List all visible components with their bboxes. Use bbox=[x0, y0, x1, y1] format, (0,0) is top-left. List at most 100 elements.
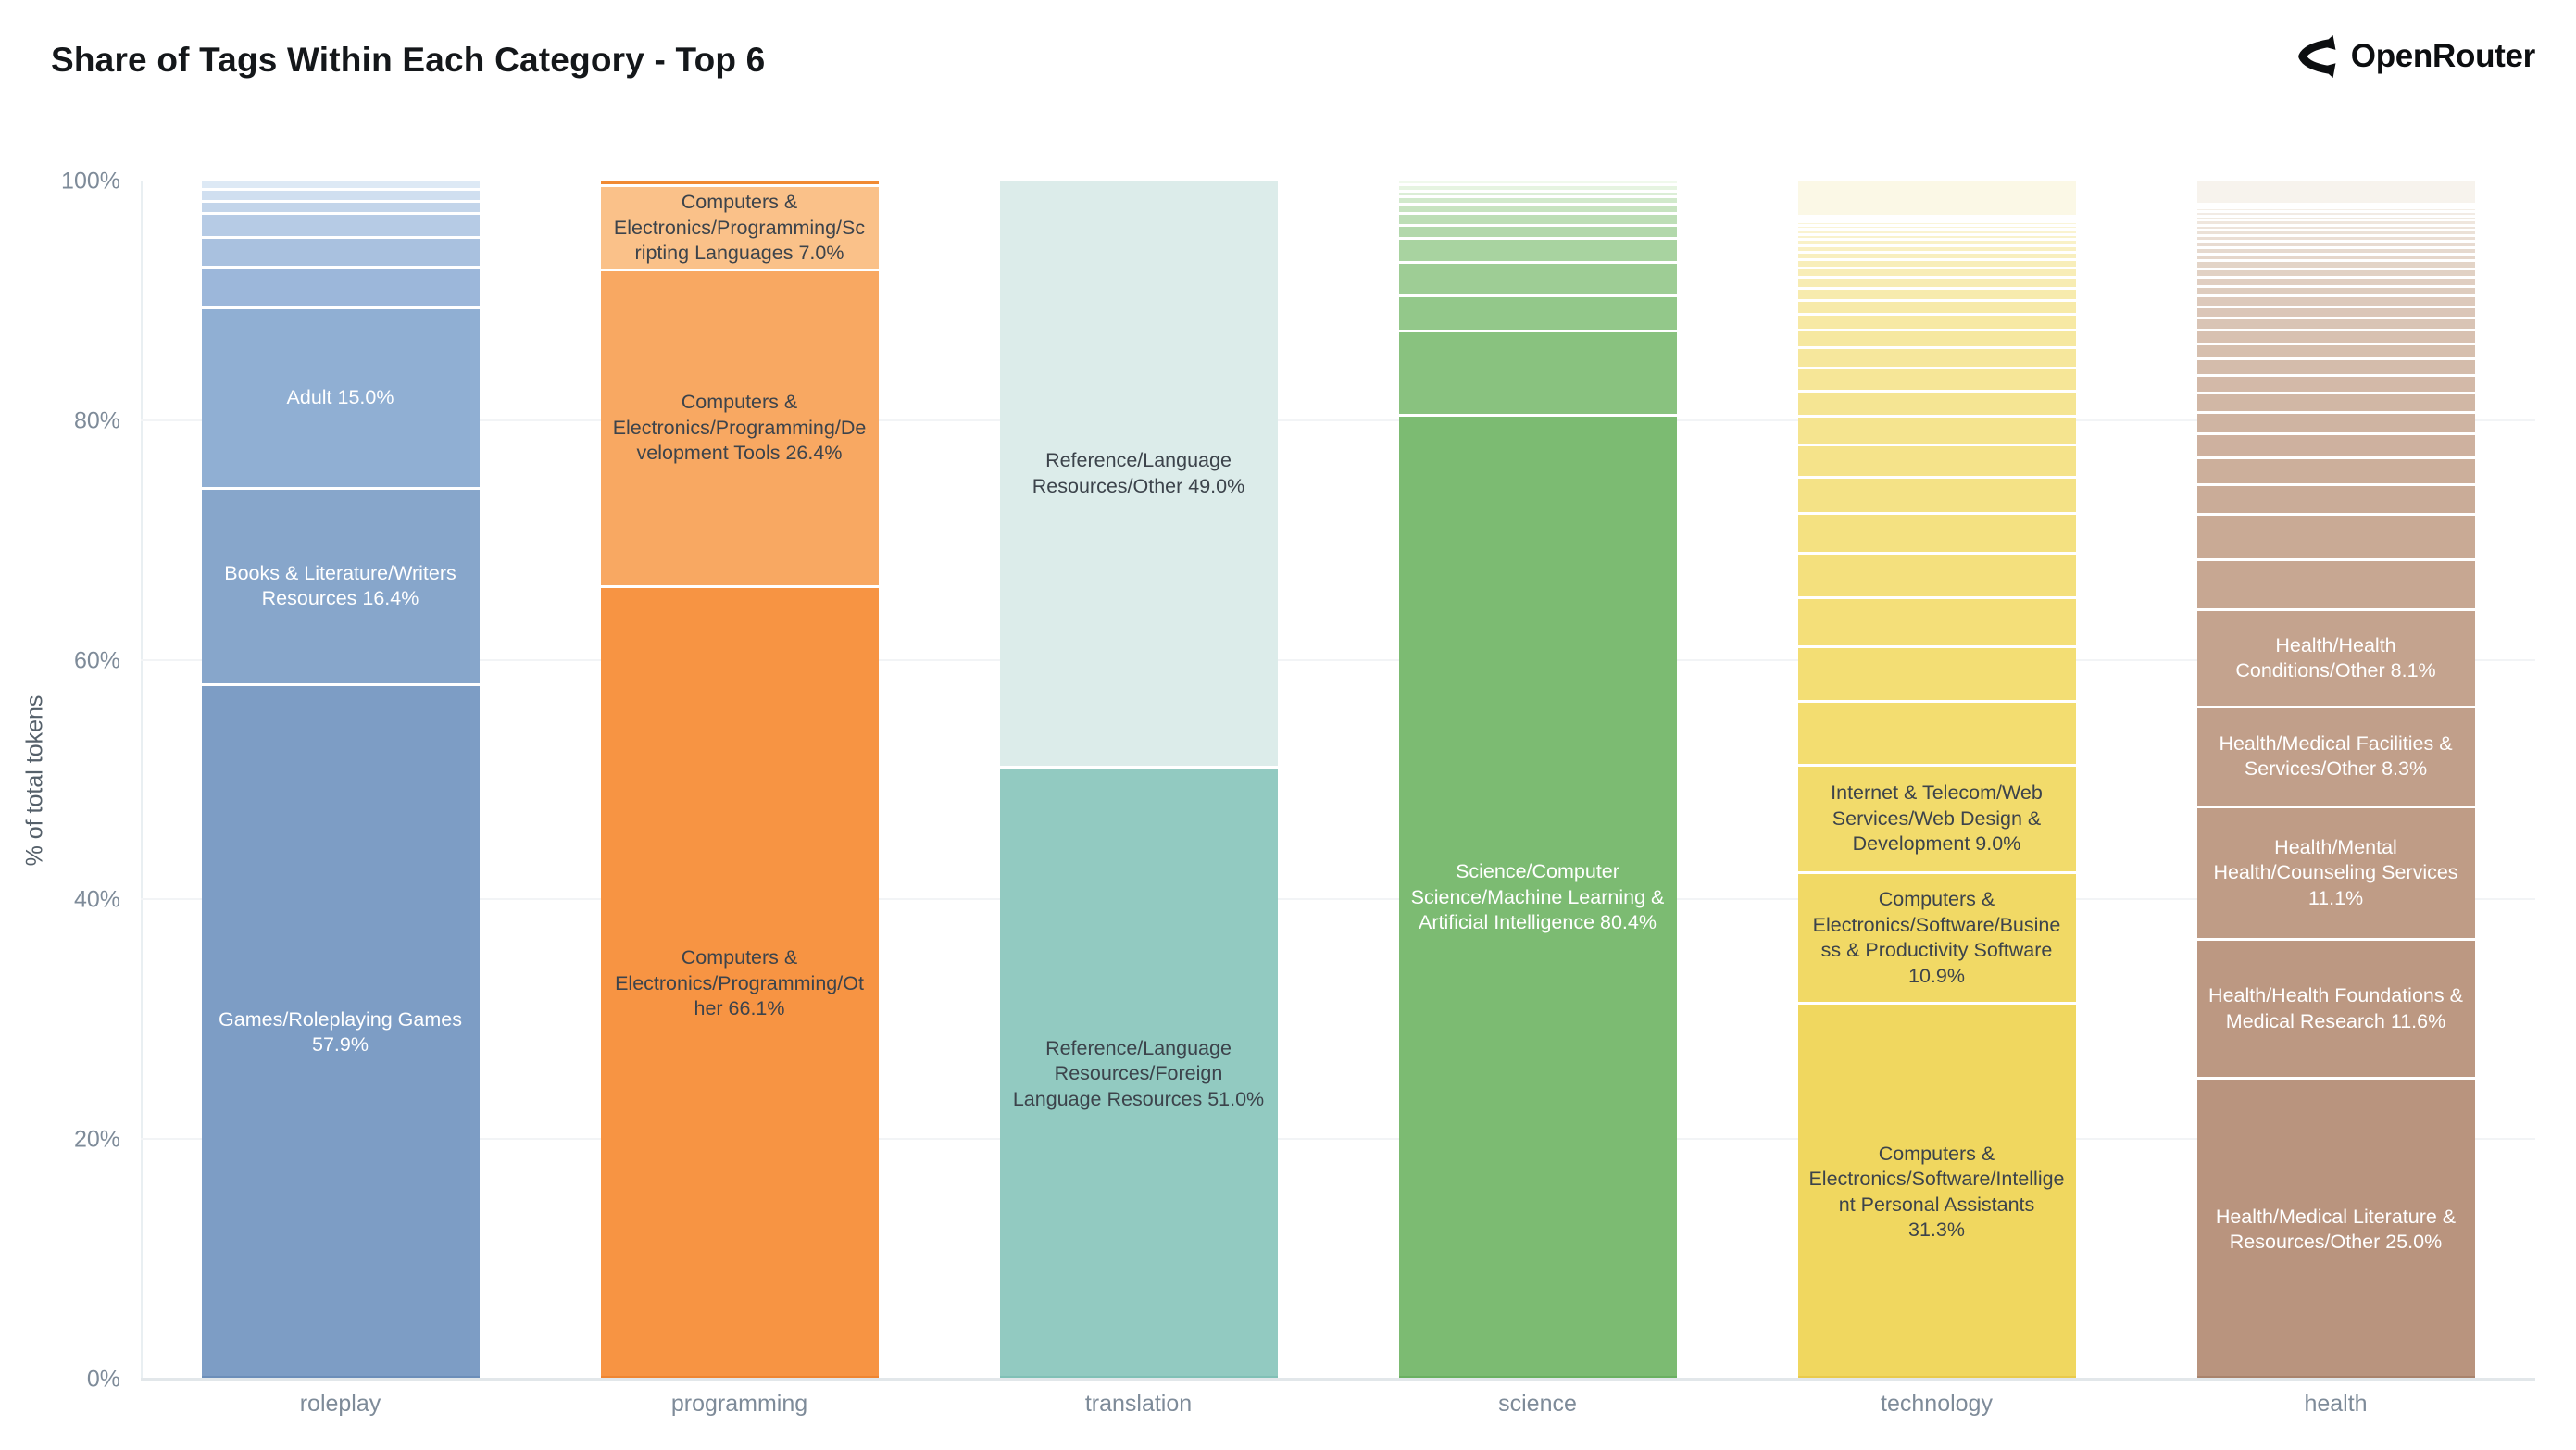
bar-segment-unlabeled bbox=[2196, 307, 2475, 319]
gridline bbox=[141, 1138, 2535, 1141]
bar-segment-unlabeled bbox=[2196, 217, 2475, 222]
page-title: Share of Tags Within Each Category - Top… bbox=[51, 41, 766, 79]
x-axis-label: roleplay bbox=[299, 1391, 381, 1417]
bar-segment-unlabeled bbox=[2196, 278, 2475, 288]
segment-label: Computers & Electronics/Programming/Scri… bbox=[613, 190, 866, 265]
bar-segment-unlabeled bbox=[1797, 235, 2076, 242]
bar-segment-unlabeled bbox=[1797, 598, 2076, 648]
segment-label: Health/Medical Literature & Resources/Ot… bbox=[2215, 1205, 2457, 1254]
y-tick-label: 80% bbox=[73, 407, 120, 434]
bar-slot: Internet & Telecom/Web Services/Web Desi… bbox=[1737, 181, 2136, 1381]
bar-segment-unlabeled bbox=[2196, 248, 2475, 256]
bar-segment-unlabeled bbox=[1797, 418, 2076, 447]
y-tick-label: 100% bbox=[61, 168, 120, 194]
bar-segment: Computers & Electronics/Software/Busines… bbox=[1797, 874, 2076, 1006]
x-axis-label: science bbox=[1498, 1391, 1577, 1417]
bar-segment-unlabeled bbox=[1797, 219, 2076, 224]
bar-segment-unlabeled bbox=[1797, 446, 2076, 480]
bar-segment-unlabeled bbox=[2196, 287, 2475, 297]
x-axis-label: programming bbox=[670, 1391, 808, 1417]
y-tick-label: 20% bbox=[73, 1126, 120, 1153]
bar-segment: Games/Roleplaying Games 57.9% bbox=[201, 685, 480, 1380]
bar-segment-unlabeled bbox=[1797, 554, 2076, 599]
bar-segment-unlabeled bbox=[1398, 264, 1677, 298]
bar-segment-unlabeled bbox=[201, 191, 480, 204]
bar-segment-unlabeled bbox=[2196, 231, 2475, 237]
gridline bbox=[141, 898, 2535, 901]
segment-label: Computers & Electronics/Programming/Deve… bbox=[612, 391, 867, 465]
bar-segment: Health/Mental Health/Counseling Services… bbox=[2196, 807, 2475, 942]
bar-segment-unlabeled bbox=[1797, 279, 2076, 290]
bar-segment-unlabeled bbox=[2196, 236, 2475, 244]
bar-technology: Internet & Telecom/Web Services/Web Desi… bbox=[1797, 181, 2076, 1381]
bar-segment: Computers & Electronics/Programming/Deve… bbox=[600, 271, 879, 588]
x-axis-labels: roleplay programming translation science tec… bbox=[141, 1391, 2535, 1418]
bar-segment: Computers & Electronics/Programming/Scri… bbox=[600, 187, 879, 272]
bar-segment: Books & Literature/Writers Resources 16.… bbox=[201, 489, 480, 686]
bar-segment-unlabeled bbox=[1797, 331, 2076, 350]
bar-programming: Computers & Electronics/Programming/Scri… bbox=[600, 181, 879, 1380]
bar-segment-unlabeled bbox=[2196, 208, 2475, 214]
segment-label: Health/Mental Health/Counseling Services… bbox=[2213, 835, 2458, 909]
y-tick-label: 40% bbox=[73, 886, 120, 913]
bar-segment: Computers & Electronics/Software/Intelli… bbox=[1797, 1005, 2076, 1381]
bar-slot: Reference/Language Resources/Other 49.0%… bbox=[939, 181, 1338, 1380]
segment-label: Computers & Electronics/Software/Intelli… bbox=[1808, 1142, 2065, 1242]
bar-segment-unlabeled bbox=[2196, 221, 2475, 227]
bar-segment: Computers & Electronics/Programming/Othe… bbox=[600, 587, 879, 1380]
bar-segment-unlabeled bbox=[1797, 393, 2076, 419]
bar-slot: Science/Computer Science/Machine Learnin… bbox=[1338, 181, 1737, 1380]
bar-roleplay: Adult 15.0% Books & Literature/Writers Re… bbox=[201, 181, 480, 1380]
bar-segment-unlabeled bbox=[1398, 198, 1677, 206]
y-tick-label: 60% bbox=[73, 647, 120, 674]
bar-segment-unlabeled bbox=[1797, 181, 2076, 218]
brand: OpenRouter bbox=[2290, 35, 2535, 78]
bar-segment-unlabeled bbox=[1797, 246, 2076, 254]
bar-segment: Reference/Language Resources/Foreign Lan… bbox=[999, 769, 1278, 1380]
bar-segment-unlabeled bbox=[201, 203, 480, 216]
bar-segment-unlabeled bbox=[1797, 316, 2076, 332]
bar-segment-unlabeled bbox=[2196, 435, 2475, 460]
segment-label: Internet & Telecom/Web Services/Web Desi… bbox=[1831, 781, 2043, 856]
bar-segment-unlabeled bbox=[1398, 205, 1677, 216]
bar-segment-unlabeled bbox=[1398, 297, 1677, 332]
bar-segment-unlabeled bbox=[2196, 360, 2475, 377]
bar-segment-unlabeled bbox=[2196, 255, 2475, 263]
segment-label: Science/Computer Science/Machine Learnin… bbox=[1410, 860, 1665, 934]
bar-segment: Science/Computer Science/Machine Learnin… bbox=[1398, 416, 1677, 1380]
gridline bbox=[141, 419, 2535, 421]
bar-segment-unlabeled bbox=[2196, 243, 2475, 249]
bar-health: Health/Health Conditions/Other 8.1% Healt… bbox=[2196, 181, 2475, 1380]
bar-segment-unlabeled bbox=[1797, 647, 2076, 704]
bar-segment-unlabeled bbox=[1797, 223, 2076, 227]
y-tick-labels: 0% 20% 40% 60% 80% 100% bbox=[0, 169, 128, 1393]
bar-segment-unlabeled bbox=[1797, 301, 2076, 317]
segment-label: Computers & Electronics/Programming/Othe… bbox=[615, 946, 864, 1020]
bar-slot: Computers & Electronics/Programming/Scri… bbox=[540, 181, 939, 1380]
bar-segment-unlabeled bbox=[2196, 226, 2475, 232]
bar-segment-unlabeled bbox=[1797, 260, 2076, 269]
bar-segment-unlabeled bbox=[1398, 192, 1677, 199]
bar-segment-unlabeled bbox=[1398, 215, 1677, 228]
gridline bbox=[141, 658, 2535, 661]
bar-slot: Adult 15.0% Books & Literature/Writers Re… bbox=[141, 181, 540, 1380]
bars-row: Adult 15.0% Books & Literature/Writers Re… bbox=[141, 181, 2535, 1381]
bar-slot: Health/Health Conditions/Other 8.1% Healt… bbox=[2136, 181, 2535, 1380]
bar-segment-unlabeled bbox=[1398, 331, 1677, 417]
bar-segment-unlabeled bbox=[201, 215, 480, 240]
bar-segment: Internet & Telecom/Web Services/Web Desi… bbox=[1797, 766, 2076, 875]
bar-segment-unlabeled bbox=[2196, 485, 2475, 516]
segment-label: Health/Medical Facilities & Services/Oth… bbox=[2219, 731, 2453, 781]
bar-segment-unlabeled bbox=[201, 181, 480, 192]
bar-segment-unlabeled bbox=[2196, 319, 2475, 332]
segment-label: Books & Literature/Writers Resources 16.… bbox=[224, 561, 456, 610]
bar-segment-unlabeled bbox=[2196, 181, 2475, 206]
bar-segment-unlabeled bbox=[2196, 296, 2475, 308]
bar-segment-unlabeled bbox=[2196, 515, 2475, 562]
bar-segment-unlabeled bbox=[1398, 227, 1677, 241]
segment-label: Reference/Language Resources/Foreign Lan… bbox=[1012, 1036, 1265, 1110]
openrouter-logo-icon bbox=[2290, 35, 2336, 78]
bar-segment: Health/Medical Facilities & Services/Oth… bbox=[2196, 708, 2475, 808]
bar-science: Science/Computer Science/Machine Learnin… bbox=[1398, 181, 1677, 1380]
